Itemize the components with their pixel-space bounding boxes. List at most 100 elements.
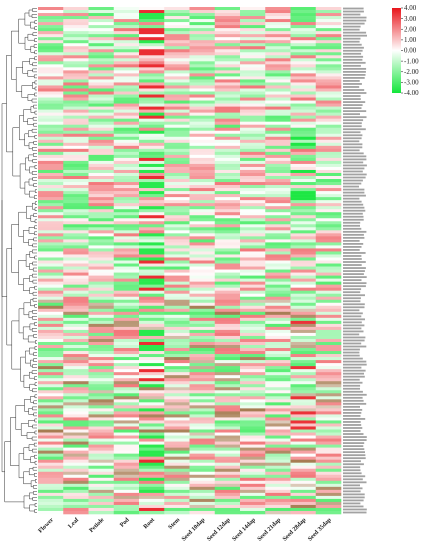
heatmap-cell: [63, 441, 89, 445]
heatmap-cell: [265, 351, 291, 355]
heatmap-cell: [139, 329, 165, 334]
heatmap-cell: [164, 160, 190, 165]
heatmap-cell: [164, 197, 190, 201]
heatmap-cell: [139, 121, 165, 125]
heatmap-cell: [265, 348, 291, 352]
heatmap-cell: [164, 351, 190, 355]
heatmap-cell: [189, 245, 216, 249]
heatmap-cell: [139, 462, 165, 467]
heatmap-cell: [139, 25, 165, 29]
heatmap-cell: [315, 507, 342, 512]
heatmap-cell: [164, 345, 190, 349]
heatmap-cell: [214, 130, 241, 135]
gene-label: [343, 502, 361, 505]
heatmap-cell: [189, 88, 216, 92]
dendrogram-branch: [6, 55, 13, 153]
heatmap-cell: [189, 136, 216, 141]
heatmap-cell: [315, 239, 342, 243]
heatmap-cell: [189, 263, 216, 267]
heatmap-cell: [189, 154, 216, 159]
heatmap-cell: [189, 191, 216, 195]
heatmap-cell: [315, 115, 342, 119]
heatmap-cell: [214, 46, 241, 50]
heatmap-cell: [164, 363, 190, 367]
dendrogram-branch: [33, 485, 37, 489]
heatmap-cell: [290, 480, 317, 485]
heatmap-cell: [139, 10, 165, 14]
heatmap-cell: [113, 305, 140, 310]
heatmap-cell: [38, 151, 64, 156]
heatmap-cell: [315, 151, 342, 156]
heatmap-cell: [139, 34, 165, 38]
gene-label: [343, 484, 360, 487]
heatmap-cell: [265, 115, 291, 119]
heatmap-cell: [63, 299, 89, 304]
heatmap-cell: [63, 151, 89, 156]
heatmap-cell: [63, 43, 89, 47]
heatmap-cell: [240, 372, 266, 376]
gene-label: [343, 212, 363, 215]
heatmap-cell: [189, 471, 216, 476]
heatmap-cell: [38, 31, 64, 35]
heatmap-cell: [240, 456, 266, 460]
heatmap-cell: [113, 34, 140, 38]
heatmap-cell: [265, 447, 291, 451]
heatmap-cell: [265, 393, 291, 397]
dendrogram-branch: [34, 231, 37, 236]
gene-label: [343, 336, 366, 339]
heatmap-cell: [113, 405, 140, 409]
heatmap-cell: [189, 405, 216, 409]
heatmap-cell: [290, 251, 317, 255]
heatmap-cell: [113, 408, 140, 412]
heatmap-cell: [63, 179, 89, 183]
heatmap-cell: [189, 335, 216, 340]
heatmap-cell: [38, 82, 64, 86]
dendrogram-branch: [32, 291, 37, 296]
heatmap-cell: [139, 154, 165, 159]
heatmap-cell: [139, 450, 165, 454]
heatmap-cell: [315, 432, 342, 436]
gene-label: [343, 475, 366, 478]
heatmap-cell: [189, 387, 216, 391]
gene-label: [343, 28, 360, 31]
heatmap-cell: [88, 474, 115, 479]
heatmap-cell: [315, 495, 342, 500]
heatmap-cell: [315, 345, 342, 349]
heatmap-cell: [63, 408, 89, 412]
heatmap-cell: [290, 169, 317, 174]
heatmap-cell: [265, 366, 291, 370]
heatmap-cell: [164, 206, 190, 210]
heatmap-cell: [88, 348, 115, 352]
heatmap-cell: [265, 474, 291, 479]
heatmap-cell: [88, 206, 115, 210]
heatmap-cell: [63, 124, 89, 129]
heatmap-cell: [290, 453, 317, 457]
dendrogram-branch: [33, 358, 37, 362]
heatmap-cell: [139, 139, 165, 144]
dendrogram-branch: [34, 38, 37, 42]
heatmap-cell: [139, 242, 165, 246]
heatmap-cell: [265, 302, 291, 307]
heatmap-cell: [290, 58, 317, 62]
gene-label: [343, 236, 365, 239]
heatmap-cell: [139, 64, 165, 68]
heatmap-cell: [214, 266, 241, 270]
heatmap-cell: [63, 281, 89, 285]
dendrogram-branch: [34, 394, 37, 399]
heatmap-cell: [214, 495, 241, 500]
heatmap-cell: [214, 28, 241, 32]
heatmap-cell: [38, 239, 64, 243]
heatmap-cell: [315, 332, 342, 337]
heatmap-cell: [265, 151, 291, 156]
dendrogram-branch: [28, 311, 33, 319]
heatmap-cell: [164, 154, 190, 159]
gene-label: [343, 224, 360, 227]
heatmap-cell: [88, 82, 115, 86]
gene-label: [343, 140, 360, 143]
heatmap-cell: [265, 444, 291, 448]
heatmap-cell: [38, 191, 64, 195]
heatmap-cell: [113, 275, 140, 279]
heatmap-cell: [164, 22, 190, 26]
heatmap-cell: [113, 351, 140, 355]
gene-label: [343, 439, 367, 441]
